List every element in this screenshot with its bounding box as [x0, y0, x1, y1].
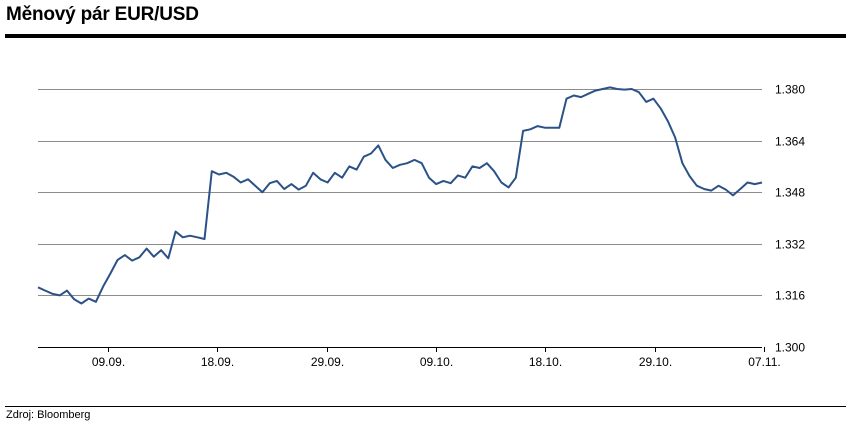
- y-tick-label: 1.316: [775, 289, 805, 303]
- chart-title: Měnový pár EUR/USD: [6, 4, 199, 25]
- x-tick-label: 09.10.: [420, 355, 453, 369]
- x-tick-label: 09.09.: [92, 355, 125, 369]
- x-tick-label: 07.11.: [748, 355, 780, 369]
- x-axis: [38, 347, 765, 352]
- y-tick-label: 1.332: [775, 238, 805, 252]
- x-tick-label: 29.09.: [311, 355, 344, 369]
- x-tick-label: 18.09.: [201, 355, 234, 369]
- eur-usd-series-line: [37, 86, 763, 305]
- series-layer: [37, 86, 763, 305]
- source-note: Zdroj: Bloomberg: [6, 409, 91, 421]
- y-axis-tick-labels: 1.380 1.364 1.348 1.332 1.316 1.300: [775, 83, 805, 355]
- grid-lines: [38, 89, 762, 296]
- x-axis-tick-labels: 09.09. 18.09. 29.09. 09.10. 18.10. 29.10. 07.1…: [92, 355, 781, 369]
- x-tick-label: 18.10.: [529, 355, 562, 369]
- y-tick-label: 1.348: [775, 186, 805, 200]
- title-divider: [5, 34, 846, 38]
- y-tick-label: 1.380: [775, 83, 805, 97]
- x-tick-label: 29.10.: [639, 355, 672, 369]
- y-tick-label: 1.300: [775, 341, 805, 355]
- footer-divider: [5, 406, 846, 407]
- y-tick-label: 1.364: [775, 135, 805, 149]
